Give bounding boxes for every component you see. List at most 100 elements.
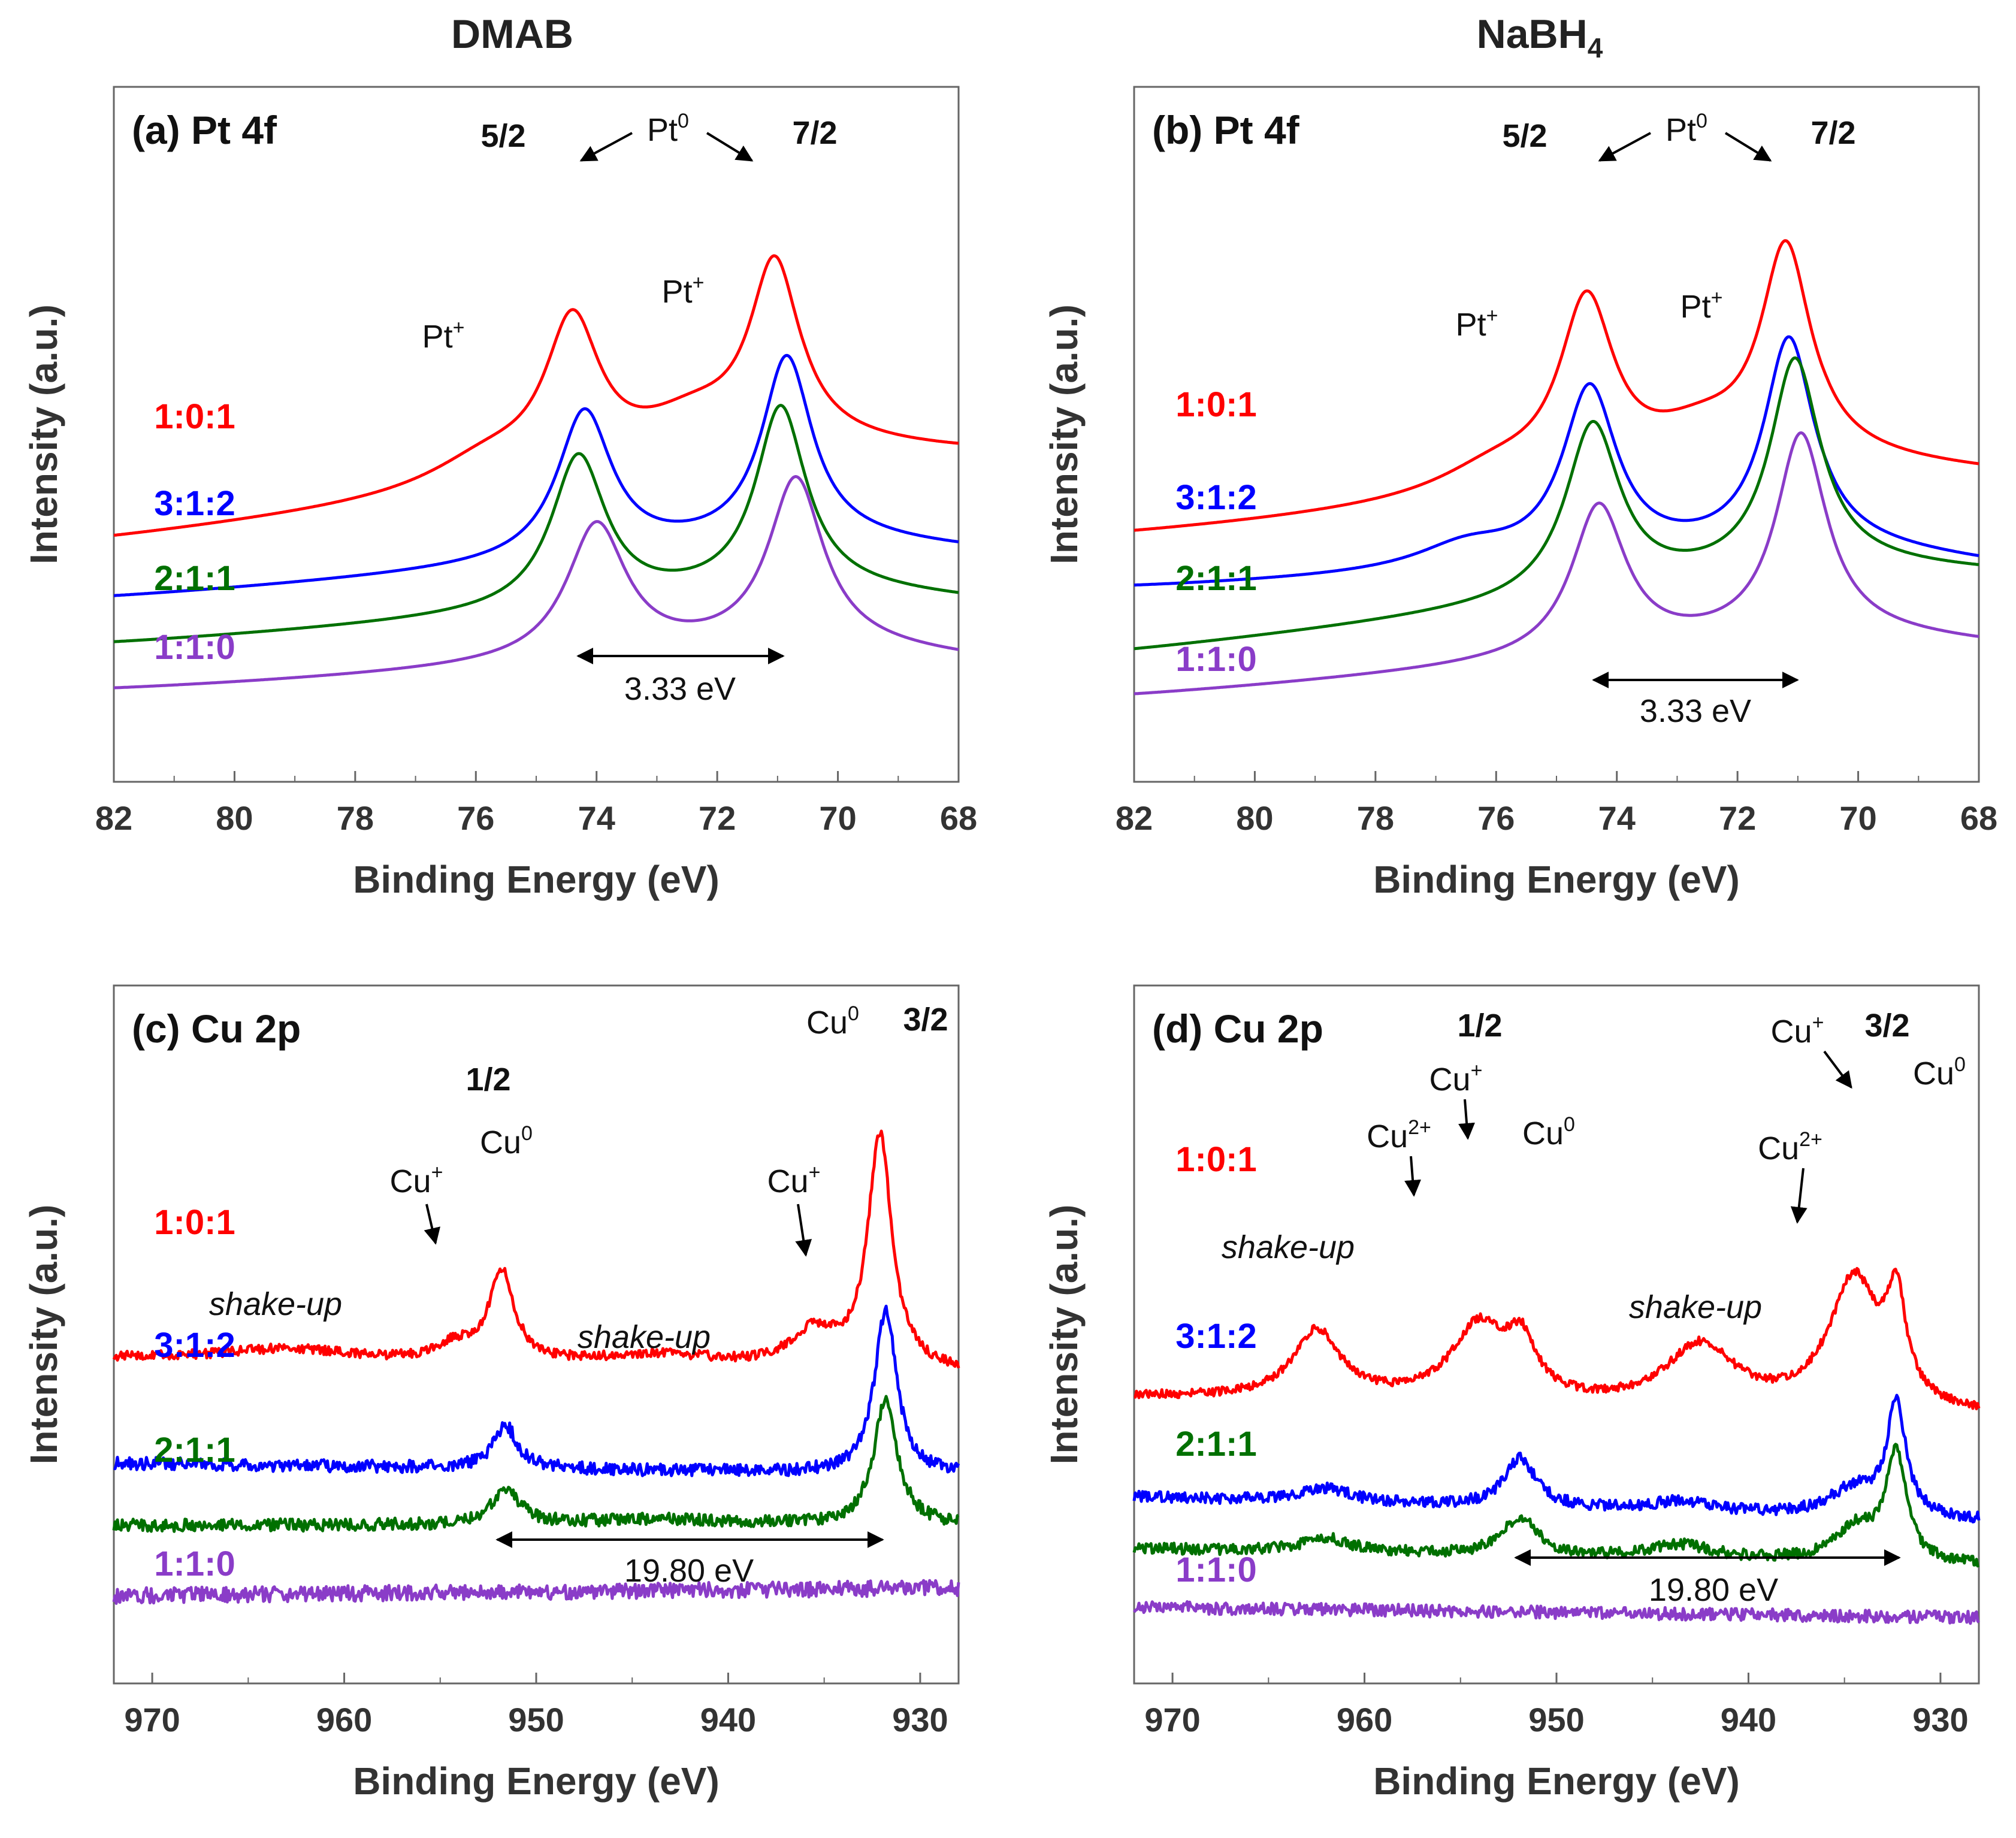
column-title-nabh4: NaBH4 <box>1477 11 1603 64</box>
panel-b-tick-label: 74 <box>1598 799 1636 837</box>
d-cu2plus-arrow-right <box>1790 1168 1808 1224</box>
d-cuplus-label-right: Cu+ <box>1771 1011 1824 1050</box>
panel-a-series-line-3-1-2 <box>113 353 959 597</box>
panel-d-series-label-1-0-1: 1:0:1 <box>1175 1140 1256 1179</box>
a-pt0-arrow-left <box>579 132 633 162</box>
panel-a-series-label-1-0-1: 1:0:1 <box>154 397 235 436</box>
b-label-5-2: 5/2 <box>1502 118 1547 154</box>
panel-c-tick-label: 950 <box>508 1701 564 1739</box>
panel-a-series-line-1-1-0 <box>113 475 959 690</box>
panel-c-series-label-3-1-2: 3:1:2 <box>154 1326 235 1365</box>
panel-b-title: (b) Pt 4f <box>1152 108 1300 152</box>
panel-a-tick-label: 82 <box>95 799 132 837</box>
panel-d-series-line-3-1-2 <box>1132 1393 1981 1523</box>
b-pt0-arrow-right <box>1724 132 1772 162</box>
column-title-dmab: DMAB <box>451 11 573 57</box>
panel-b-series-line-1-1-0 <box>1134 431 1979 696</box>
panel-a-series-label-1-1-0: 1:1:0 <box>154 628 235 667</box>
c-shakeup-right: shake-up <box>578 1319 711 1355</box>
a-splitting-label: 3.33 eV <box>624 671 736 707</box>
panel-a-tick-label: 74 <box>578 799 615 837</box>
panel-a-pt4f-dmab: (a) Pt 4f Intensity (a.u.) Binding Energy … <box>22 86 977 901</box>
panel-d-x-axis-label: Binding Energy (eV) <box>1373 1760 1740 1803</box>
panel-b-pt4f-nabh4: (b) Pt 4f Intensity (a.u.) Binding Energy … <box>1042 86 1997 901</box>
panel-d-series-line-1-0-1 <box>1134 1266 1981 1411</box>
panel-b-series-line-1-0-1 <box>1134 239 1979 532</box>
panel-c-tick-label: 930 <box>892 1701 948 1739</box>
panel-a-tick-label: 70 <box>819 799 856 837</box>
d-shakeup-left: shake-up <box>1222 1229 1355 1265</box>
panel-a-series-label-3-1-2: 3:1:2 <box>154 484 235 523</box>
panel-b-tick-label: 82 <box>1116 799 1153 837</box>
panel-d-tick-label: 960 <box>1337 1701 1392 1739</box>
panel-c-tick-label: 940 <box>700 1701 756 1739</box>
panel-a-tick-label: 68 <box>940 799 977 837</box>
c-cuplus-arrow-right <box>795 1204 812 1257</box>
panel-a-tick-label: 78 <box>337 799 374 837</box>
d-shakeup-right: shake-up <box>1629 1289 1762 1325</box>
panel-a-title: (a) Pt 4f <box>132 108 277 152</box>
d-cu0-label-right: Cu0 <box>1913 1053 1966 1092</box>
panel-c-series-label-2-1-1: 2:1:1 <box>154 1431 235 1470</box>
d-cuplus-label-left: Cu+ <box>1429 1059 1483 1098</box>
a-ptplus-label-2: Pt+ <box>662 271 705 310</box>
panel-b-tick-label: 78 <box>1357 799 1394 837</box>
panel-c-title: (c) Cu 2p <box>132 1006 301 1051</box>
d-cuplus-arrow-right <box>1823 1050 1852 1089</box>
panel-c-series-line-1-1-0 <box>112 1579 960 1605</box>
panel-a-tick-label: 72 <box>699 799 736 837</box>
b-pt0-arrow-left <box>1598 132 1651 162</box>
panel-d-tick-label: 940 <box>1721 1701 1776 1739</box>
b-label-7-2: 7/2 <box>1811 115 1855 151</box>
panel-d-tick-label: 930 <box>1912 1701 1968 1739</box>
d-cuplus-arrow-left <box>1458 1099 1476 1140</box>
panel-a-series-line-1-0-1 <box>113 254 959 537</box>
panel-b-tick-label: 72 <box>1719 799 1756 837</box>
panel-b-tick-label: 80 <box>1236 799 1273 837</box>
panel-d-tick-label: 950 <box>1528 1701 1584 1739</box>
panel-d-series-line-2-1-1 <box>1132 1443 1980 1568</box>
panel-c-series-line-3-1-2 <box>113 1304 960 1477</box>
panel-c-cu2p-dmab: (c) Cu 2p Intensity (a.u.) Binding Energy … <box>22 984 960 1803</box>
panel-b-series-label-3-1-2: 3:1:2 <box>1175 478 1256 517</box>
panel-a-series-line-2-1-1 <box>113 404 959 643</box>
panel-c-x-axis-label: Binding Energy (eV) <box>353 1760 720 1803</box>
panel-c-series-label-1-1-0: 1:1:0 <box>154 1544 235 1583</box>
panel-d-series-line-1-1-0 <box>1132 1600 1981 1625</box>
d-label-1-2: 1/2 <box>1457 1008 1502 1044</box>
c-cuplus-label-left: Cu+ <box>390 1161 443 1199</box>
c-shakeup-left: shake-up <box>209 1286 342 1322</box>
panel-d-y-axis-label: Intensity (a.u.) <box>1042 1205 1086 1465</box>
panel-c-series-label-1-0-1: 1:0:1 <box>154 1203 235 1242</box>
panel-b-tick-label: 68 <box>1960 799 1997 837</box>
b-pt0-label: Pt0 <box>1666 110 1707 148</box>
panel-d-tick-label: 970 <box>1144 1701 1200 1739</box>
panel-b-series-line-2-1-1 <box>1134 356 1979 651</box>
c-label-3-2: 3/2 <box>903 1002 948 1038</box>
panel-a-y-axis-label: Intensity (a.u.) <box>22 304 65 564</box>
panel-b-y-axis-label: Intensity (a.u.) <box>1042 304 1086 564</box>
panel-b-tick-label: 70 <box>1839 799 1876 837</box>
a-pt0-label: Pt0 <box>647 110 689 148</box>
panel-c-series-line-1-0-1 <box>112 1129 960 1369</box>
d-label-3-2: 3/2 <box>1864 1008 1909 1044</box>
c-cu0-label-right: Cu0 <box>806 1002 859 1041</box>
b-ptplus-label-2: Pt+ <box>1680 286 1723 325</box>
panel-c-y-axis-label: Intensity (a.u.) <box>22 1205 65 1465</box>
panel-c-series-line-2-1-1 <box>112 1395 959 1533</box>
d-cu0-label-left: Cu0 <box>1522 1113 1575 1151</box>
a-label-7-2: 7/2 <box>792 115 837 151</box>
panel-d-title: (d) Cu 2p <box>1152 1006 1323 1051</box>
d-cu2plus-label-right: Cu2+ <box>1758 1128 1822 1166</box>
d-cu2plus-arrow-left <box>1404 1156 1422 1197</box>
c-cuplus-label-right: Cu+ <box>767 1161 821 1199</box>
panel-b-tick-label: 76 <box>1477 799 1515 837</box>
panel-d-cu2p-nabh4: (d) Cu 2p Intensity (a.u.) Binding Energy … <box>1042 984 1981 1803</box>
panel-b-series-label-1-1-0: 1:1:0 <box>1175 640 1256 679</box>
annotations: 5/2 7/2 Pt0 Pt+ Pt+ 3.33 eV 5/2 7/2 Pt0 … <box>209 110 1966 1608</box>
panel-d-series-label-2-1-1: 2:1:1 <box>1175 1425 1256 1464</box>
panel-a-x-axis-label: Binding Energy (eV) <box>353 858 720 901</box>
b-splitting-label: 3.33 eV <box>1640 693 1751 729</box>
a-ptplus-label-1: Pt+ <box>422 316 465 355</box>
